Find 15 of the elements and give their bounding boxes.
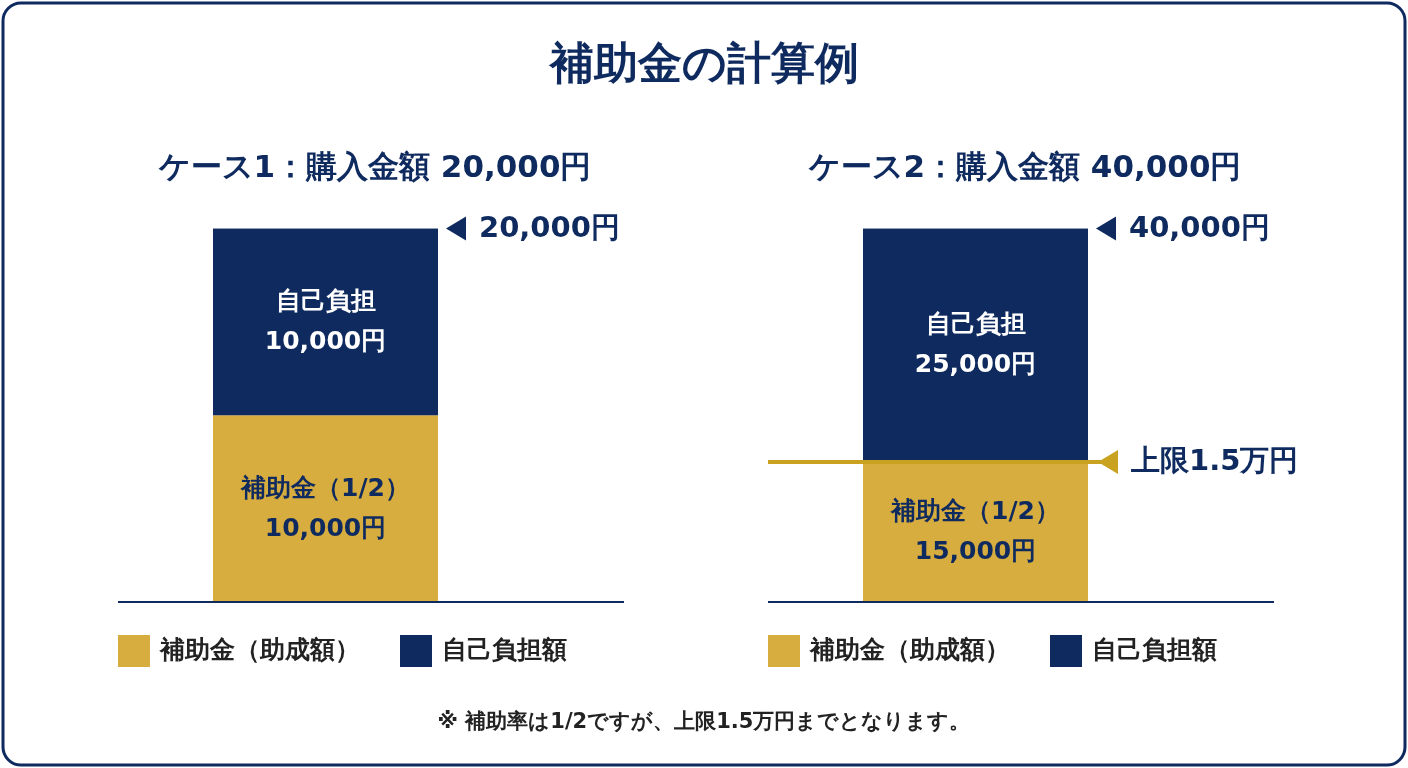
chart-title: ケース1：購入金額 20,000円 — [157, 147, 592, 184]
data-label: 自己負担 25,000円 — [914, 309, 1037, 379]
total-label: 20,000円 — [479, 209, 620, 244]
legend-label: 自己負担額 — [442, 635, 567, 664]
data-label: 補助金（1/2） 10,000円 — [240, 472, 410, 542]
text: ※ 補助率は1/2ですが、上限1.5万円までとなります。 — [437, 709, 971, 733]
data-label: 補助金（1/2） 15,000円 — [890, 495, 1060, 565]
ref-line-label: 上限1.5万円 — [1130, 442, 1299, 477]
text: 補助金の計算例 — [547, 37, 859, 88]
total-label: 40,000円 — [1129, 209, 1270, 244]
data-label: 自己負担 10,000円 — [264, 285, 387, 355]
legend-label: 自己負担額 — [1092, 635, 1217, 664]
chart-title: ケース2：購入金額 40,000円 — [807, 147, 1242, 184]
legend-label: 補助金（助成額） — [159, 635, 360, 664]
legend-label: 補助金（助成額） — [809, 635, 1010, 664]
